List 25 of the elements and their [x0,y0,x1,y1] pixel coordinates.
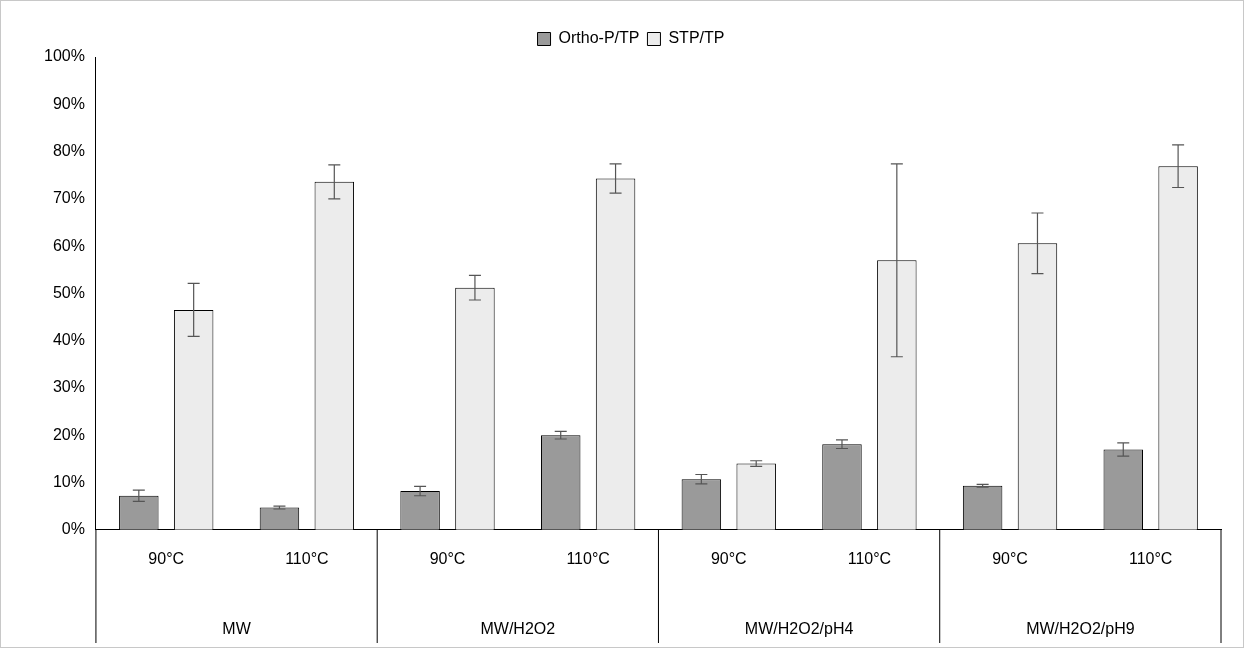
x-tick-label: 110°C [285,549,329,567]
x-tick-label: 90°C [148,549,185,567]
y-tick-label: 10% [52,472,85,490]
y-tick-label: 70% [52,189,85,207]
y-tick-label: 80% [52,141,85,159]
x-tick-label: 90°C [429,549,466,567]
y-tick-label: 90% [52,94,85,112]
y-tick-label: 60% [52,236,85,254]
text: MW/H2O2/pH9 [1026,620,1135,638]
legend-label: STP/TP [668,29,725,47]
y-tick-label: 50% [52,283,85,301]
y-tick-label: 100% [44,47,85,65]
x-tick-label: 90°C [710,549,747,567]
text: MW/H2O2/pH4 [744,620,854,638]
legend-label: Ortho-P/TP [558,29,640,47]
x-tick-label: 90°C [992,549,1028,567]
text: MW/H2O2 [480,620,556,638]
text: MW [222,620,252,638]
y-tick-label: 40% [52,331,85,349]
y-tick-label: 0% [61,520,85,538]
y-tick-label: 30% [52,378,85,396]
y-tick-label: 20% [52,425,85,443]
x-tick-label: 110°C [566,549,610,567]
x-tick-label: 110°C [1128,549,1173,567]
x-tick-label: 110°C [847,549,892,567]
